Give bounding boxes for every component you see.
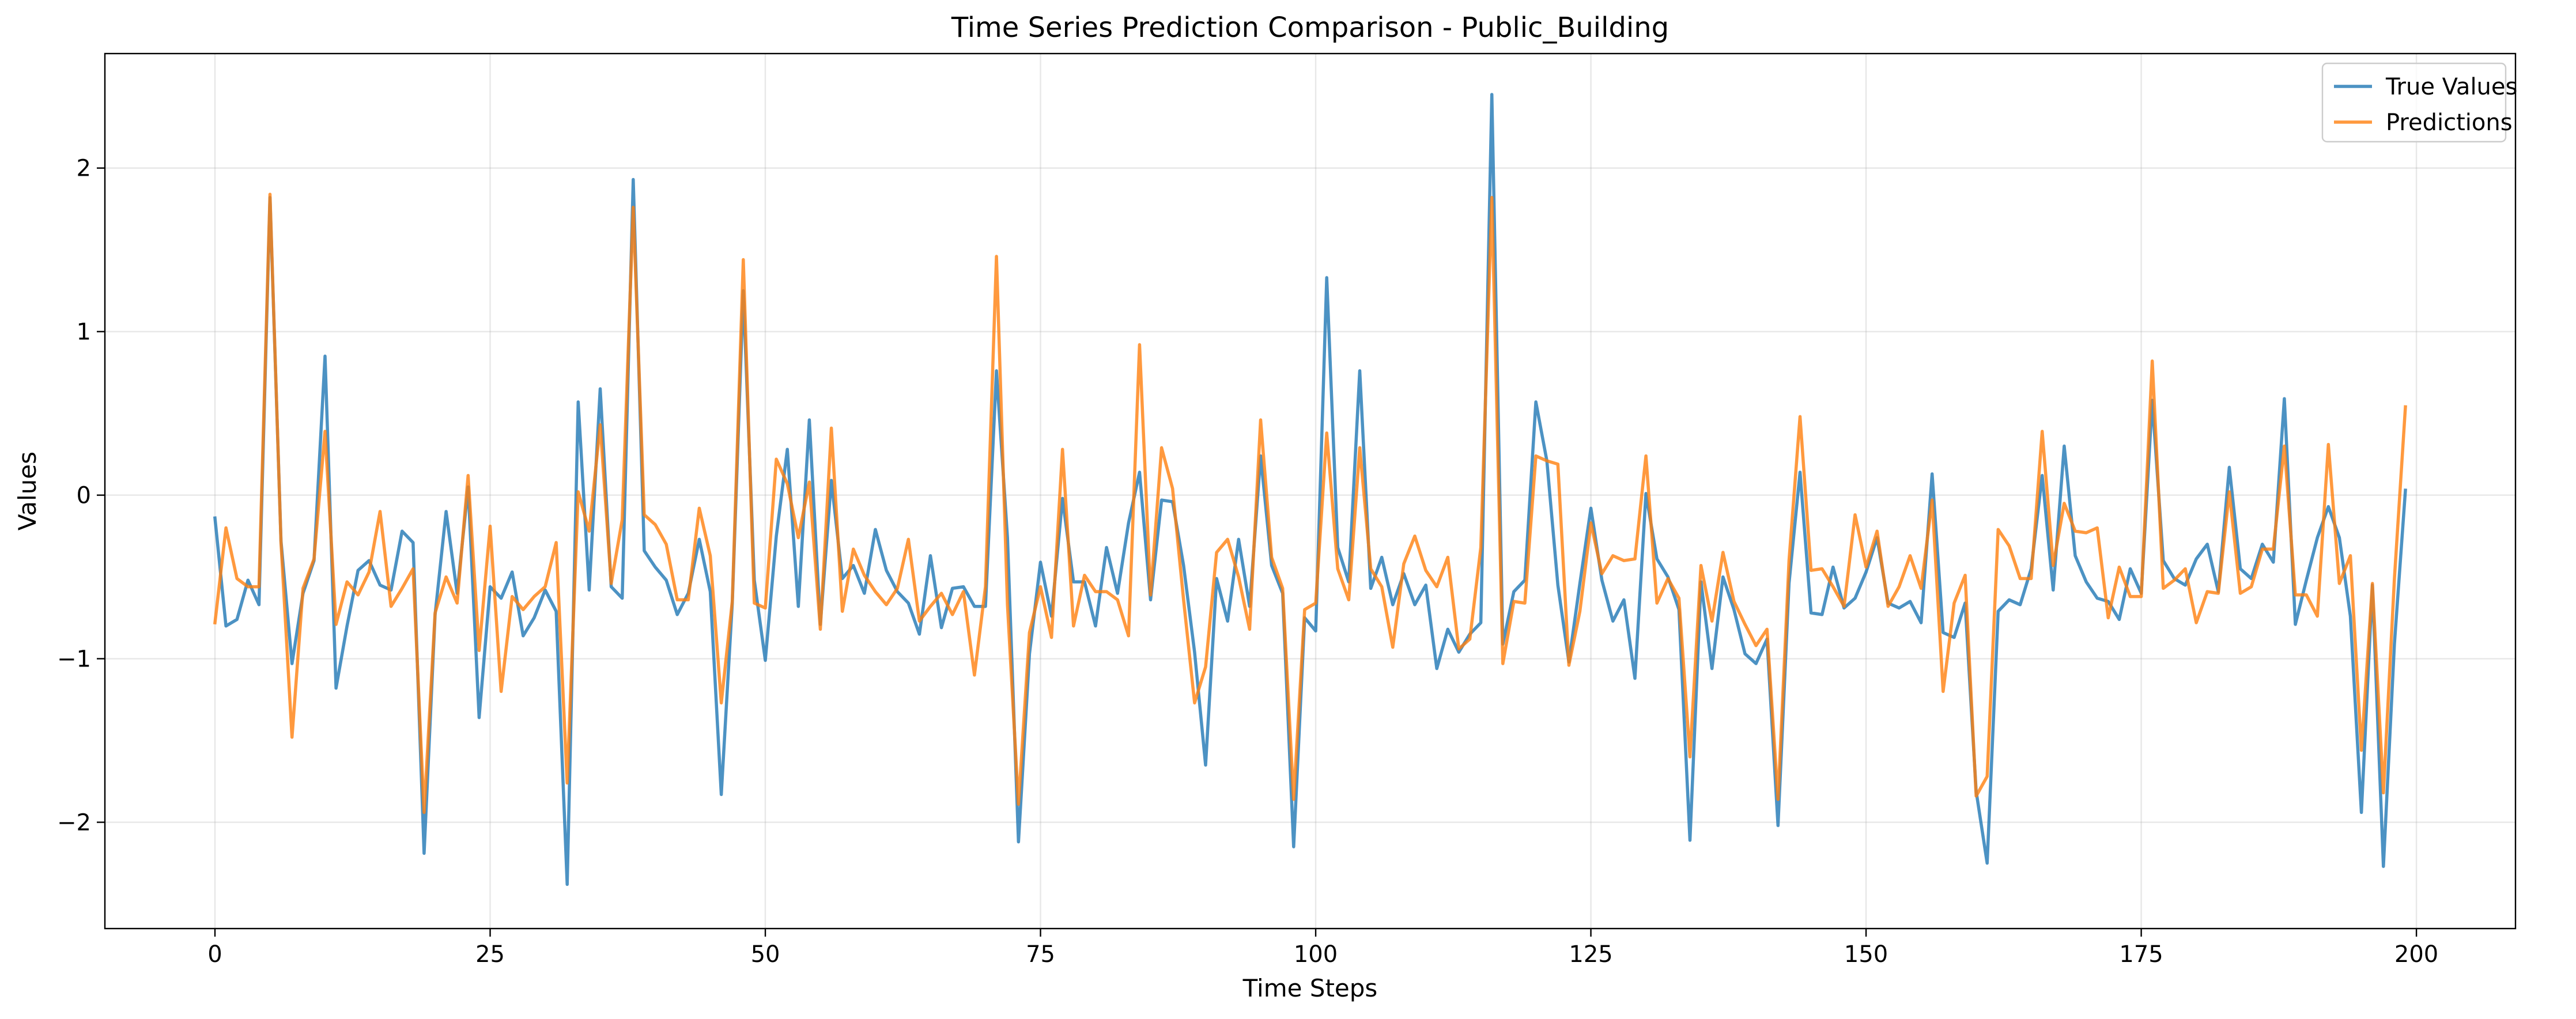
y-tick-label: 0 <box>77 483 91 509</box>
series-lines <box>213 93 2407 887</box>
x-tick-label: 75 <box>1026 941 1055 968</box>
y-tick-label: 1 <box>77 319 91 346</box>
plot-frame <box>104 52 2517 930</box>
x-tick-label: 100 <box>1294 941 1338 968</box>
x-tick-label: 25 <box>475 941 505 968</box>
legend-label: True Values <box>2385 74 2517 100</box>
y-tick-label: −2 <box>57 809 91 836</box>
x-tick-label: 200 <box>2394 941 2438 968</box>
chart-title: Time Series Prediction Comparison - Publ… <box>951 12 1669 44</box>
y-axis-label: Values <box>13 452 41 531</box>
legend: True Values Predictions <box>2321 62 2517 143</box>
x-tick-label: 50 <box>751 941 780 968</box>
grid-lines <box>105 54 2515 929</box>
x-tick-label: 175 <box>2119 941 2163 968</box>
x-tick-label: 0 <box>207 941 222 968</box>
axis-ticks: 0 25 50 75 100 125 150 175 200 −2 −1 0 1 2 <box>57 156 2438 968</box>
y-tick-label: 2 <box>77 156 91 182</box>
x-tick-label: 125 <box>1569 941 1612 968</box>
legend-label: Predictions <box>2386 109 2513 136</box>
y-tick-label: −1 <box>57 646 91 673</box>
x-tick-label: 150 <box>1844 941 1888 968</box>
series-line-predictions <box>213 192 2407 815</box>
series-line-true-values <box>213 93 2407 887</box>
x-axis-label: Time Steps <box>1242 974 1378 1002</box>
